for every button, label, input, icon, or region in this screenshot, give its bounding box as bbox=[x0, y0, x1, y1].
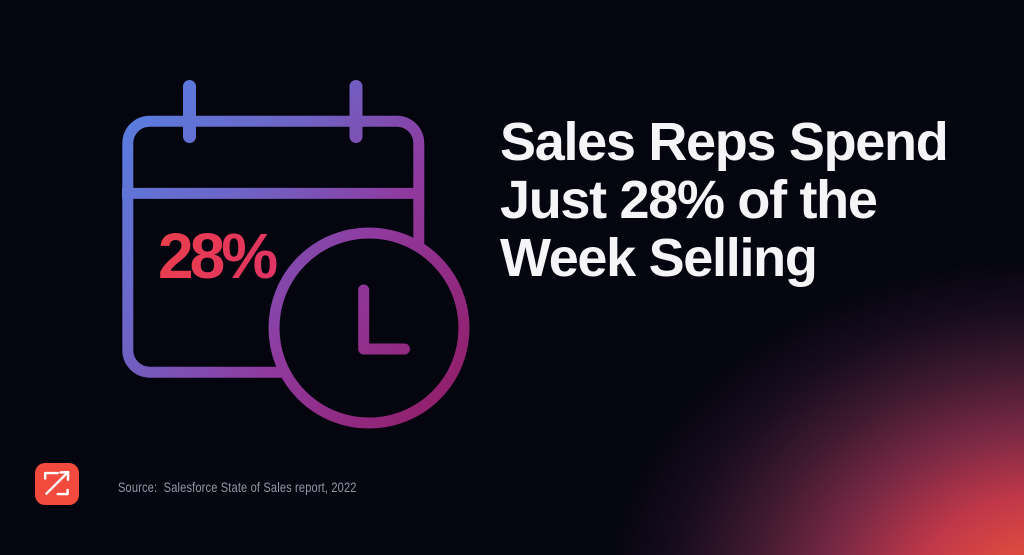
svg-text:28%: 28% bbox=[158, 220, 277, 292]
